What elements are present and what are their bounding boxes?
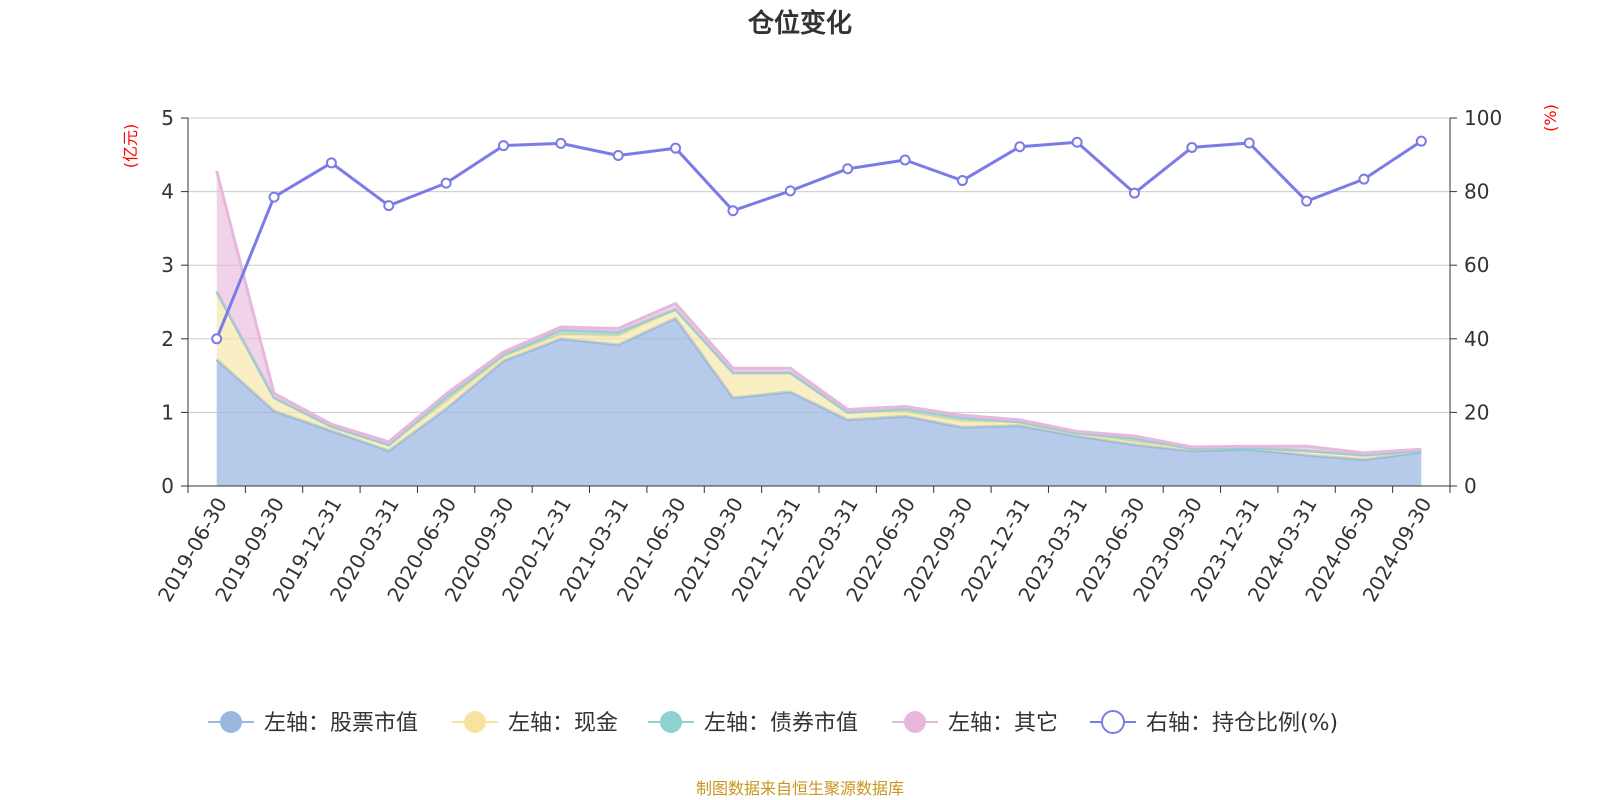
ratio-point (211, 333, 223, 345)
legend-marker-4 (1101, 710, 1125, 734)
gridlines (188, 117, 1450, 413)
ratio-point (842, 163, 854, 175)
ratio-point (1186, 141, 1198, 153)
ratio-point (670, 142, 682, 154)
legend-marker-3 (904, 711, 926, 733)
legend-marker-0 (220, 711, 242, 733)
ratio-point (555, 137, 567, 149)
ratio-point (1415, 135, 1427, 147)
ratio-point (498, 140, 509, 152)
legend-label: 左轴：其它 (948, 711, 1058, 736)
right-tick-label: 20 (1464, 400, 1489, 424)
left-axis-unit: (亿元) (121, 124, 140, 169)
legend-label: 右轴：持仓比例(%) (1146, 711, 1338, 736)
ratio-point (784, 185, 796, 197)
right-tick-label: 80 (1464, 180, 1489, 204)
left-tick-label: 1 (161, 400, 174, 424)
area-series (215, 170, 1422, 486)
ratio-point (1014, 141, 1026, 153)
ratio-point (1301, 195, 1313, 207)
area-edge-series-3 (215, 170, 1422, 455)
ratio-point (268, 191, 280, 203)
legend-marker-1 (464, 711, 486, 733)
ratio-point (1243, 137, 1255, 149)
legend-label: 左轴：股票市值 (264, 711, 418, 736)
ratio-point (383, 200, 395, 212)
ratio-point (1071, 136, 1083, 148)
ratio-point (727, 205, 739, 217)
legend-marker-2 (660, 711, 682, 733)
ratio-line-series (211, 135, 1427, 345)
legend-label: 左轴：现金 (508, 711, 618, 736)
right-tick-label: 60 (1464, 253, 1489, 277)
right-axis-unit: (%) (1541, 104, 1560, 132)
legend: 左轴：股票市值 左轴：现金 左轴：债券市值 左轴：其它 右轴：持仓比例(%) (208, 710, 1338, 736)
ratio-line-path (215, 139, 1423, 340)
right-tick-label: 40 (1464, 327, 1489, 351)
left-tick-label: 2 (161, 327, 174, 351)
source-note: 制图数据来自恒生聚源数据库 (696, 779, 904, 798)
right-tick-label: 0 (1464, 474, 1477, 498)
left-tick-label: 4 (161, 180, 174, 204)
left-tick-label: 0 (161, 474, 174, 498)
right-tick-label: 100 (1464, 106, 1502, 130)
ratio-point (1358, 173, 1370, 185)
legend-label: 左轴：债券市值 (704, 711, 858, 736)
ratio-point (325, 157, 337, 169)
left-tick-label: 3 (161, 253, 174, 277)
ratio-point (1129, 187, 1140, 199)
ratio-point (440, 177, 452, 189)
ratio-point (899, 154, 911, 166)
ratio-point (612, 150, 624, 162)
left-tick-label: 5 (161, 106, 174, 130)
chart-title: 仓位变化 (747, 8, 852, 39)
ratio-point (956, 175, 968, 187)
